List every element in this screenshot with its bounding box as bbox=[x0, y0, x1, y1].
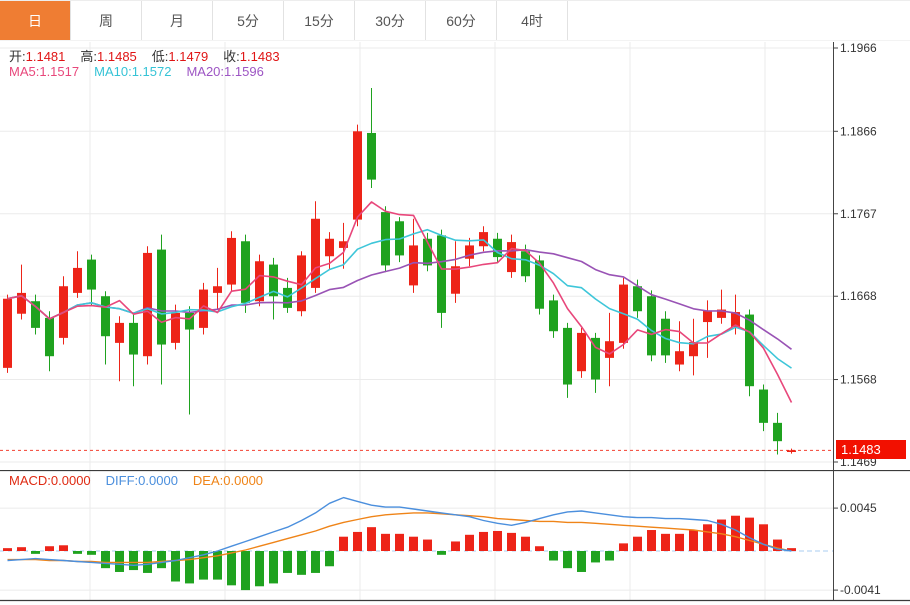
tab-15min[interactable]: 15分 bbox=[284, 1, 355, 40]
tab-month[interactable]: 月 bbox=[142, 1, 213, 40]
tab-day[interactable]: 日 bbox=[0, 1, 71, 40]
tab-5min[interactable]: 5分 bbox=[213, 1, 284, 40]
period-tabbar: 日周月 5分 15分 30分 60分 4时 bbox=[0, 0, 910, 41]
legend-item: 收:1.1483 bbox=[223, 49, 280, 64]
legend-item: MA10:1.1572 bbox=[94, 64, 172, 79]
price-axis-label: 1.1668 bbox=[840, 289, 877, 303]
tab-60min[interactable]: 60分 bbox=[426, 1, 497, 40]
legend-item: MACD:0.0000 bbox=[9, 473, 91, 488]
price-axis-label: 1.1568 bbox=[840, 373, 877, 387]
tab-week[interactable]: 周 bbox=[71, 1, 142, 40]
price-axis-label: 1.1767 bbox=[840, 207, 877, 221]
tab-4hour[interactable]: 4时 bbox=[497, 1, 568, 40]
legend-item: 低:1.1479 bbox=[151, 49, 209, 64]
last-price-tag: 1.1483 bbox=[836, 440, 906, 459]
legend-item: DEA:0.0000 bbox=[192, 473, 264, 488]
ohlc-legend: 开:1.1481 高:1.1485 低:1.1479 收:1.1483 bbox=[9, 46, 295, 65]
legend-item: MA5:1.1517 bbox=[9, 64, 80, 79]
macd-legend: MACD:0.0000 DIFF:0.0000 DEA:0.0000 bbox=[9, 473, 278, 488]
ma-legend: MA5:1.1517 MA10:1.1572 MA20:1.1596 bbox=[9, 64, 279, 79]
macd-axis-label: 0.0045 bbox=[840, 501, 877, 515]
price-axis-label: 1.1966 bbox=[840, 42, 877, 55]
legend-item: 开:1.1481 bbox=[9, 49, 66, 64]
macd-axis-label: -0.0041 bbox=[840, 583, 881, 597]
macd-panel-chart[interactable]: 0.0045 -0.0041 bbox=[0, 470, 910, 605]
legend-item: DIFF:0.0000 bbox=[105, 473, 178, 488]
legend-item: 高:1.1485 bbox=[80, 49, 137, 64]
price-axis-label: 1.1866 bbox=[840, 124, 877, 138]
tab-30min[interactable]: 30分 bbox=[355, 1, 426, 40]
legend-item: MA20:1.1596 bbox=[186, 64, 264, 79]
